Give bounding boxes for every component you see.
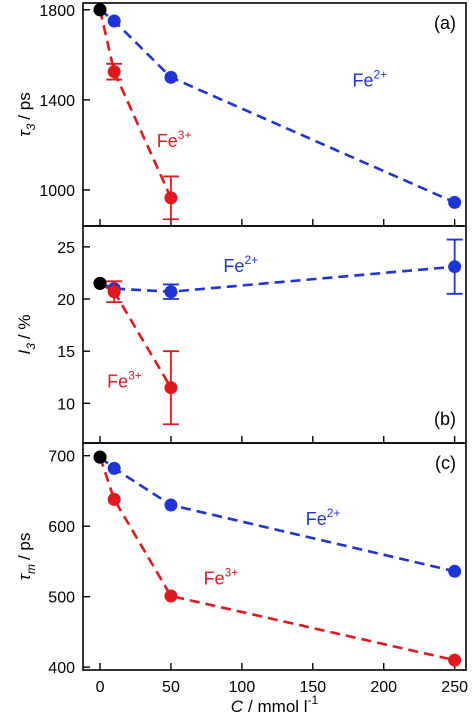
annotation-text: Fe — [306, 509, 327, 529]
series-annotation: Fe2+ — [306, 506, 341, 529]
annotation-text: Fe — [157, 131, 178, 151]
annotation-superscript: 3+ — [225, 566, 239, 580]
series-fe3plus — [93, 450, 462, 667]
panel-tag: (b) — [434, 409, 456, 429]
annotation-superscript: 3+ — [178, 128, 192, 142]
series-annotation: Fe2+ — [223, 253, 258, 276]
series-fe2plus — [93, 238, 463, 300]
data-point — [164, 381, 178, 395]
y-axis-label-unit: / % — [15, 315, 34, 340]
data-point — [448, 260, 462, 274]
x-axis-label-superscript: -1 — [308, 693, 319, 707]
series-line — [99, 265, 455, 294]
data-point — [107, 492, 121, 506]
x-tick-label: 200 — [370, 679, 397, 696]
x-axis-label-symbol: C — [231, 697, 244, 716]
annotation-text: Fe — [204, 569, 225, 589]
y-axis-label-unit: / ps — [15, 533, 34, 560]
x-axis-label: C / mmol l-1 — [231, 693, 319, 716]
data-point — [164, 498, 178, 512]
series-fe3plus — [93, 276, 179, 426]
data-point — [107, 14, 121, 28]
series-line — [98, 9, 173, 199]
y-tick-label: 600 — [48, 519, 75, 536]
x-tick-label: 250 — [441, 679, 468, 696]
series-annotation: Fe3+ — [157, 128, 192, 151]
data-point — [448, 653, 462, 667]
panel-tag: (c) — [435, 453, 456, 473]
x-tick-label: 0 — [96, 679, 105, 696]
series-line — [99, 8, 456, 204]
y-tick-label: 500 — [48, 590, 75, 607]
annotation-superscript: 2+ — [244, 253, 258, 267]
annotation-superscript: 2+ — [327, 506, 341, 520]
series-fe3plus — [93, 3, 179, 221]
y-axis-label-symbol: I — [15, 349, 34, 354]
y-tick-label: 10 — [57, 396, 75, 413]
y-axis-label-symbol: τ — [15, 572, 34, 580]
y-tick-label: 700 — [48, 449, 75, 466]
data-point — [448, 564, 462, 578]
data-point — [164, 70, 178, 84]
series-line — [98, 456, 455, 662]
data-point — [164, 589, 178, 603]
annotation-text: Fe — [353, 70, 374, 90]
annotation-superscript: 3+ — [128, 369, 142, 383]
annotation-superscript: 2+ — [374, 67, 388, 81]
data-point — [448, 195, 462, 209]
data-point — [93, 450, 107, 464]
data-point — [93, 276, 107, 290]
x-tick-label: 100 — [229, 679, 256, 696]
y-axis-label-unit: / ps — [15, 92, 34, 119]
data-point — [164, 191, 178, 205]
y-tick-label: 1800 — [39, 3, 75, 20]
series-annotation: Fe3+ — [107, 369, 142, 392]
y-tick-label: 15 — [57, 344, 75, 361]
series-fe2plus — [93, 3, 462, 209]
data-point — [93, 3, 107, 17]
y-axis-label-subscript: 3 — [24, 343, 38, 350]
y-tick-label: 400 — [48, 660, 75, 677]
series-line — [99, 456, 455, 573]
annotation-text: Fe — [223, 256, 244, 276]
y-tick-label: 1400 — [39, 93, 75, 110]
y-axis-label: τm / ps — [15, 533, 38, 581]
data-point — [164, 285, 178, 299]
axes-frame — [82, 2, 467, 227]
series-annotation: Fe3+ — [204, 566, 239, 589]
y-axis-label: τ3 / ps — [15, 92, 38, 136]
x-axis-label-unit: / mmol l — [248, 697, 308, 716]
y-tick-label: 25 — [57, 240, 75, 257]
y-axis-label-subscript: 3 — [24, 123, 38, 130]
y-tick-label: 1000 — [39, 183, 75, 200]
data-point — [107, 285, 121, 299]
series-annotation: Fe2+ — [353, 67, 388, 90]
axes-frame — [82, 442, 467, 671]
panel-tag: (a) — [434, 13, 456, 33]
data-point — [107, 65, 121, 79]
y-axis-label-symbol: τ — [15, 129, 34, 137]
y-axis-label-subscript: m — [24, 564, 38, 574]
y-axis-label: I3 / % — [15, 315, 38, 355]
x-tick-label: 50 — [162, 679, 180, 696]
annotation-text: Fe — [107, 372, 128, 392]
data-point — [107, 461, 121, 475]
y-tick-label: 20 — [57, 292, 75, 309]
x-tick-label: 150 — [299, 679, 326, 696]
